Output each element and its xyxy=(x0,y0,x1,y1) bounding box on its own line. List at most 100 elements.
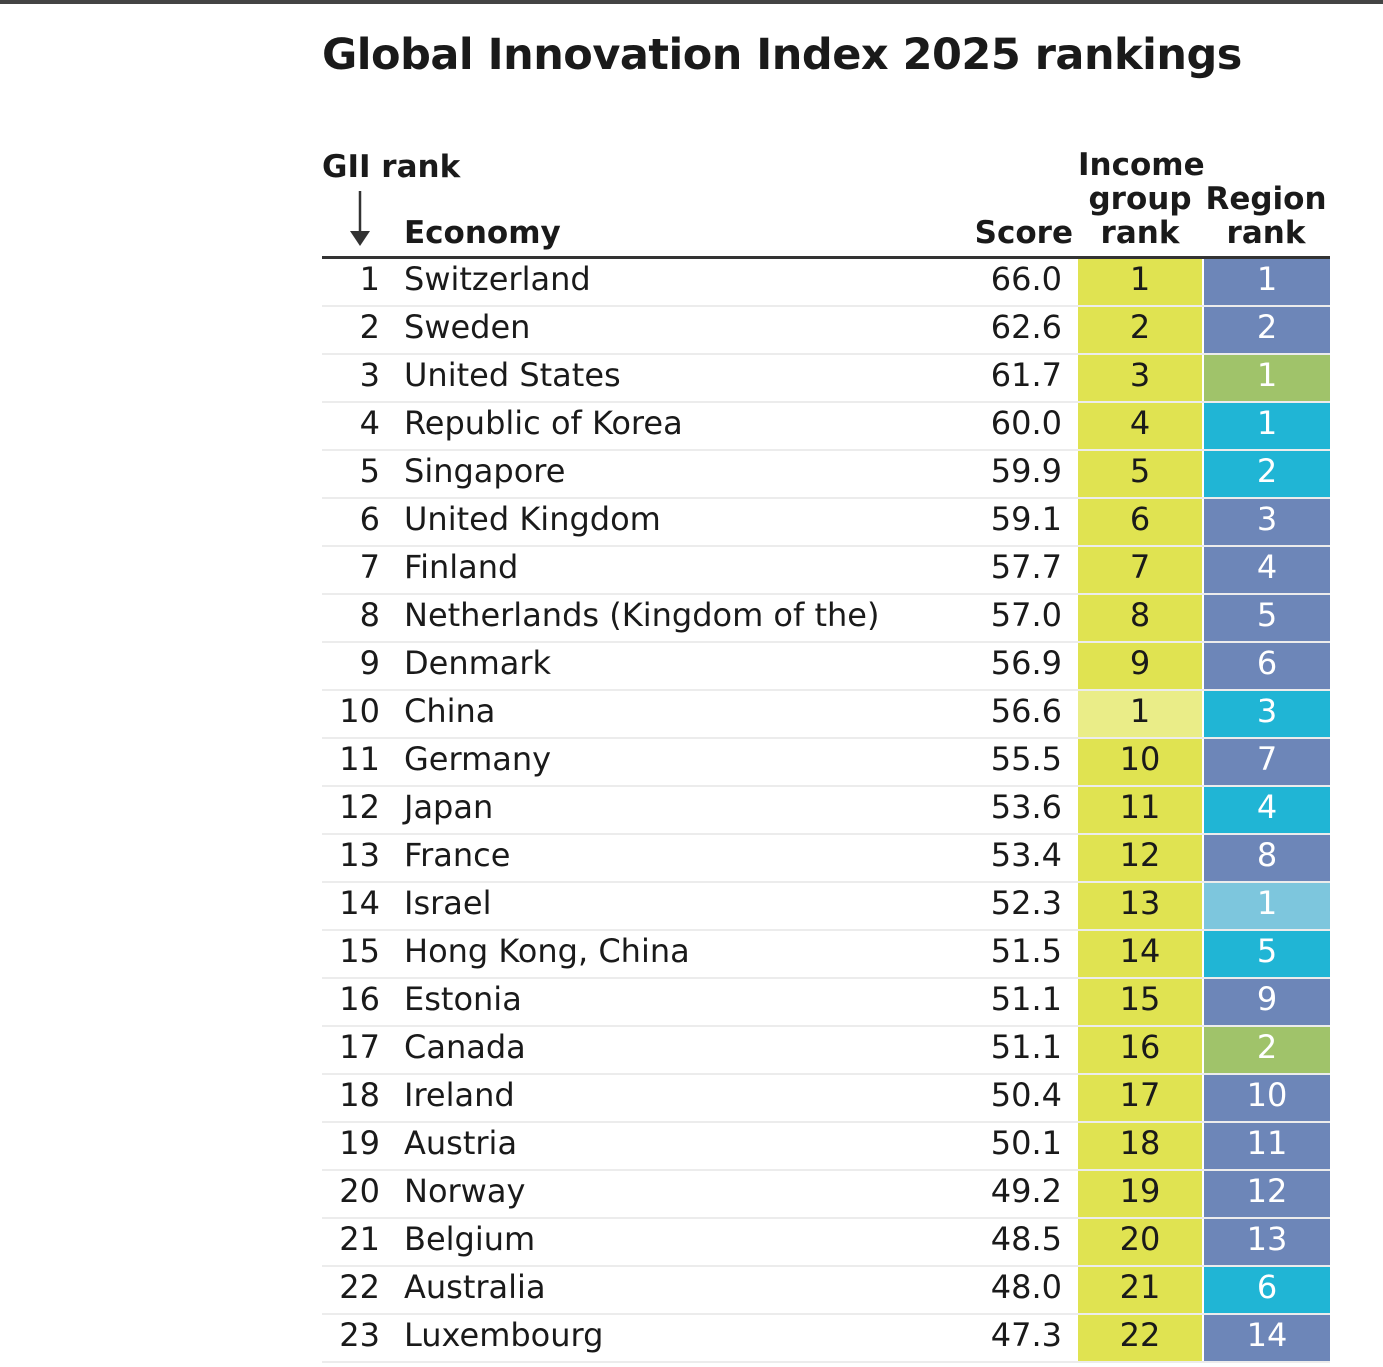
top-border xyxy=(0,0,1383,4)
score-cell: 56.9 xyxy=(990,644,1062,682)
economy-cell: Republic of Korea xyxy=(404,404,683,442)
economy-cell: Ireland xyxy=(404,1076,515,1114)
economy-cell: Switzerland xyxy=(404,260,591,298)
income-group-rank-cell: 4 xyxy=(1078,403,1202,449)
header-score: Score xyxy=(974,215,1073,251)
table-row: 15 Hong Kong, China 51.5 14 5 xyxy=(322,931,1330,979)
economy-cell: Germany xyxy=(404,740,552,778)
region-rank-cell: 4 xyxy=(1204,547,1330,593)
arrow-down-icon xyxy=(350,191,370,246)
economy-cell: United Kingdom xyxy=(404,500,661,538)
table-row: 3 United States 61.7 3 1 xyxy=(322,355,1330,403)
income-group-rank-cell: 18 xyxy=(1078,1123,1202,1169)
table-row: 10 China 56.6 1 3 xyxy=(322,691,1330,739)
gii-rank-cell: 14 xyxy=(339,884,380,922)
table-row: 8 Netherlands (Kingdom of the) 57.0 8 5 xyxy=(322,595,1330,643)
score-cell: 66.0 xyxy=(990,260,1062,298)
gii-rank-cell: 2 xyxy=(359,308,380,346)
score-cell: 57.7 xyxy=(990,548,1062,586)
score-cell: 51.5 xyxy=(990,932,1062,970)
table-row: 4 Republic of Korea 60.0 4 1 xyxy=(322,403,1330,451)
header-region-rank: Region rank xyxy=(1205,181,1327,251)
income-group-rank-cell: 5 xyxy=(1078,451,1202,497)
score-cell: 53.6 xyxy=(990,788,1062,826)
gii-rank-cell: 10 xyxy=(339,692,380,730)
table-row: 14 Israel 52.3 13 1 xyxy=(322,883,1330,931)
score-cell: 59.1 xyxy=(990,500,1062,538)
header-income-group-rank: Income group rank xyxy=(1078,147,1205,251)
score-cell: 48.5 xyxy=(990,1220,1062,1258)
region-rank-cell: 11 xyxy=(1204,1123,1330,1169)
economy-cell: Netherlands (Kingdom of the) xyxy=(404,596,880,634)
region-rank-cell: 9 xyxy=(1204,979,1330,1025)
gii-rank-cell: 13 xyxy=(339,836,380,874)
table-row: 5 Singapore 59.9 5 2 xyxy=(322,451,1330,499)
economy-cell: France xyxy=(404,836,511,874)
gii-rank-cell: 4 xyxy=(359,404,380,442)
economy-cell: Finland xyxy=(404,548,519,586)
score-cell: 53.4 xyxy=(990,836,1062,874)
income-group-rank-cell: 2 xyxy=(1078,307,1202,353)
income-group-rank-cell: 1 xyxy=(1078,259,1202,305)
rankings-table: 1 Switzerland 66.0 1 1 2 Sweden 62.6 2 2 3 United S… xyxy=(322,259,1330,1363)
score-cell: 48.0 xyxy=(990,1268,1062,1306)
table-row: 7 Finland 57.7 7 4 xyxy=(322,547,1330,595)
income-group-rank-cell: 8 xyxy=(1078,595,1202,641)
income-group-rank-cell: 13 xyxy=(1078,883,1202,929)
region-rank-cell: 5 xyxy=(1204,931,1330,977)
score-cell: 57.0 xyxy=(990,596,1062,634)
economy-cell: Israel xyxy=(404,884,492,922)
gii-rank-cell: 15 xyxy=(339,932,380,970)
score-cell: 47.3 xyxy=(990,1316,1062,1354)
table-row: 19 Austria 50.1 18 11 xyxy=(322,1123,1330,1171)
region-rank-cell: 5 xyxy=(1204,595,1330,641)
economy-cell: Norway xyxy=(404,1172,526,1210)
gii-rank-cell: 1 xyxy=(359,260,380,298)
income-group-rank-cell: 14 xyxy=(1078,931,1202,977)
score-cell: 50.4 xyxy=(990,1076,1062,1114)
gii-rank-cell: 23 xyxy=(339,1316,380,1354)
income-group-rank-cell: 20 xyxy=(1078,1219,1202,1265)
gii-rank-cell: 17 xyxy=(339,1028,380,1066)
score-cell: 52.3 xyxy=(990,884,1062,922)
income-group-rank-cell: 3 xyxy=(1078,355,1202,401)
economy-cell: Sweden xyxy=(404,308,531,346)
table-row: 2 Sweden 62.6 2 2 xyxy=(322,307,1330,355)
region-rank-cell: 6 xyxy=(1204,643,1330,689)
gii-rank-cell: 6 xyxy=(359,500,380,538)
gii-rank-cell: 12 xyxy=(339,788,380,826)
income-group-rank-cell: 9 xyxy=(1078,643,1202,689)
table-row: 17 Canada 51.1 16 2 xyxy=(322,1027,1330,1075)
score-cell: 51.1 xyxy=(990,980,1062,1018)
gii-rank-cell: 3 xyxy=(359,356,380,394)
region-rank-cell: 1 xyxy=(1204,883,1330,929)
table-row: 22 Australia 48.0 21 6 xyxy=(322,1267,1330,1315)
gii-rank-cell: 9 xyxy=(359,644,380,682)
economy-cell: Estonia xyxy=(404,980,522,1018)
economy-cell: United States xyxy=(404,356,621,394)
income-group-rank-cell: 21 xyxy=(1078,1267,1202,1313)
region-rank-cell: 1 xyxy=(1204,355,1330,401)
region-rank-cell: 12 xyxy=(1204,1171,1330,1217)
page-title: Global Innovation Index 2025 rankings xyxy=(322,30,1242,80)
region-rank-cell: 4 xyxy=(1204,787,1330,833)
economy-cell: Hong Kong, China xyxy=(404,932,690,970)
score-cell: 59.9 xyxy=(990,452,1062,490)
economy-cell: China xyxy=(404,692,496,730)
table-row: 16 Estonia 51.1 15 9 xyxy=(322,979,1330,1027)
table-row: 9 Denmark 56.9 9 6 xyxy=(322,643,1330,691)
income-group-rank-cell: 12 xyxy=(1078,835,1202,881)
table-row: 6 United Kingdom 59.1 6 3 xyxy=(322,499,1330,547)
score-cell: 56.6 xyxy=(990,692,1062,730)
score-cell: 50.1 xyxy=(990,1124,1062,1162)
economy-cell: Luxembourg xyxy=(404,1316,604,1354)
score-cell: 55.5 xyxy=(990,740,1062,778)
region-rank-cell: 14 xyxy=(1204,1315,1330,1361)
income-group-rank-cell: 10 xyxy=(1078,739,1202,785)
region-rank-cell: 1 xyxy=(1204,259,1330,305)
table-row: 11 Germany 55.5 10 7 xyxy=(322,739,1330,787)
economy-cell: Denmark xyxy=(404,644,552,682)
income-group-rank-cell: 22 xyxy=(1078,1315,1202,1361)
score-cell: 51.1 xyxy=(990,1028,1062,1066)
table-row: 23 Luxembourg 47.3 22 14 xyxy=(322,1315,1330,1363)
